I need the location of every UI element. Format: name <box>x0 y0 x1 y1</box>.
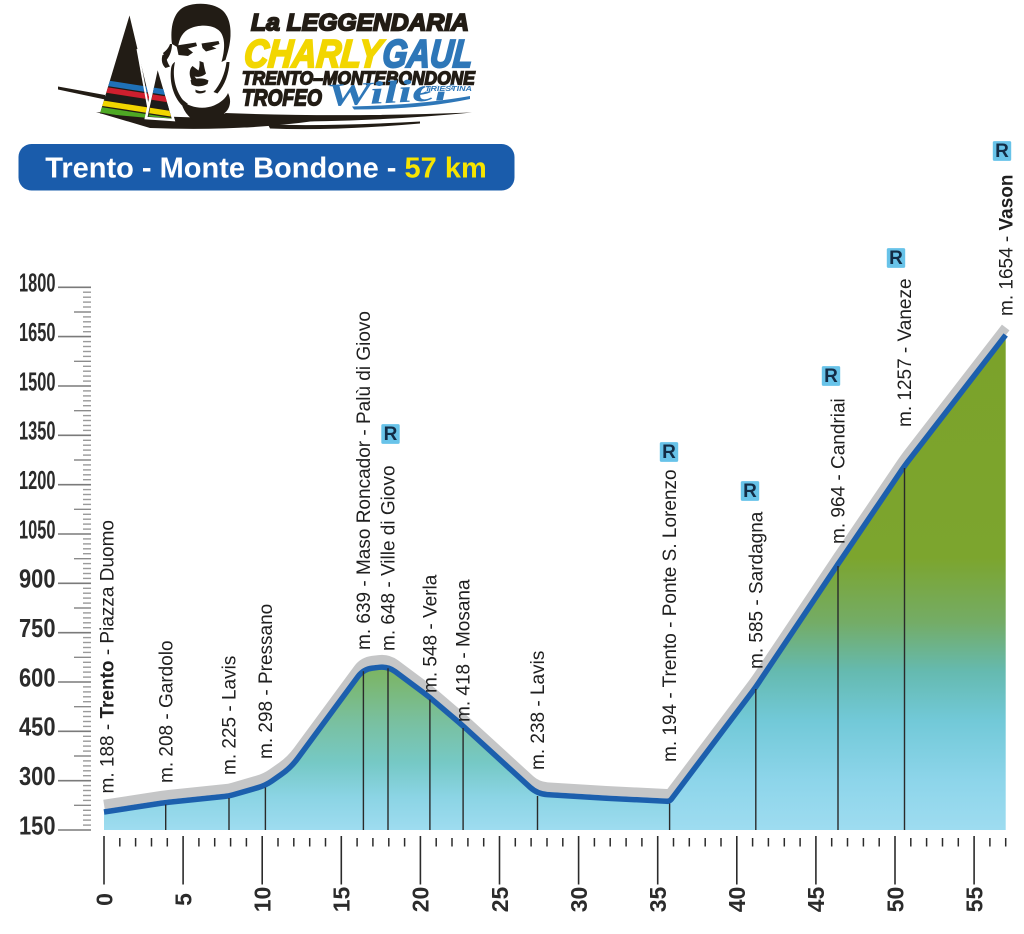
svg-text:20: 20 <box>408 887 434 913</box>
svg-text:GAUL: GAUL <box>381 33 475 76</box>
svg-text:R: R <box>889 248 903 269</box>
svg-text:TRIESTINA: TRIESTINA <box>425 84 472 93</box>
svg-text:m. 964 - Candriai: m. 964 - Candriai <box>829 398 850 544</box>
svg-text:1650: 1650 <box>19 317 56 347</box>
svg-text:m. 639 - Maso Roncador - Palù: m. 639 - Maso Roncador - Palù di Giovo <box>354 311 375 650</box>
svg-text:1800: 1800 <box>19 268 56 298</box>
svg-text:35: 35 <box>645 887 671 913</box>
svg-text:TRENTO–MONTEBONDONE: TRENTO–MONTEBONDONE <box>242 67 476 88</box>
svg-text:150: 150 <box>19 810 56 840</box>
svg-text:R: R <box>743 481 757 502</box>
svg-text:R: R <box>384 424 398 445</box>
svg-text:m. 418 - Mosana: m. 418 - Mosana <box>454 579 475 722</box>
svg-text:CHARLY: CHARLY <box>242 33 385 76</box>
svg-text:m. 1257 - Vaneze: m. 1257 - Vaneze <box>895 278 916 427</box>
svg-text:300: 300 <box>19 761 56 791</box>
svg-text:30: 30 <box>566 887 592 913</box>
svg-text:R: R <box>662 442 676 463</box>
svg-text:m. 585 - Sardagna: m. 585 - Sardagna <box>746 511 767 669</box>
svg-text:m. 238 - Lavis: m. 238 - Lavis <box>528 651 549 770</box>
svg-text:0: 0 <box>91 893 117 906</box>
svg-text:R: R <box>995 141 1009 162</box>
svg-text:900: 900 <box>19 564 56 594</box>
svg-text:25: 25 <box>487 887 513 913</box>
svg-text:5: 5 <box>170 893 196 906</box>
svg-text:m. 188 - Trento - Piazza Duomo: m. 188 - Trento - Piazza Duomo <box>98 520 119 794</box>
svg-text:600: 600 <box>19 662 56 692</box>
svg-text:10: 10 <box>250 887 276 913</box>
svg-text:m. 298 - Pressano: m. 298 - Pressano <box>256 604 277 759</box>
svg-text:Trento - Monte Bondone - 57 km: Trento - Monte Bondone - 57 km <box>45 153 486 185</box>
svg-text:m. 225 - Lavis: m. 225 - Lavis <box>220 656 241 775</box>
svg-text:450: 450 <box>19 712 56 742</box>
svg-text:40: 40 <box>724 887 750 913</box>
svg-text:TROFEO: TROFEO <box>242 84 322 110</box>
svg-text:55: 55 <box>961 887 987 913</box>
svg-text:La LEGGENDARIA: La LEGGENDARIA <box>251 9 469 36</box>
svg-text:m. 208 - Gardolo: m. 208 - Gardolo <box>156 640 177 783</box>
svg-text:45: 45 <box>803 887 829 913</box>
svg-text:1500: 1500 <box>19 366 56 396</box>
svg-text:m. 648 - Ville di Giovo: m. 648 - Ville di Giovo <box>379 465 400 651</box>
svg-text:1050: 1050 <box>19 514 56 544</box>
svg-text:1200: 1200 <box>19 465 56 495</box>
svg-text:R: R <box>824 366 838 387</box>
svg-text:1350: 1350 <box>19 416 56 446</box>
svg-text:50: 50 <box>882 887 908 913</box>
svg-text:m. 194 - Trento - Ponte S. Lor: m. 194 - Trento - Ponte S. Lorenzo <box>660 469 681 762</box>
svg-text:750: 750 <box>19 613 56 643</box>
svg-text:m. 548 - Verla: m. 548 - Verla <box>421 574 442 693</box>
svg-text:15: 15 <box>329 887 355 913</box>
svg-text:m. 1654 - Vason: m. 1654 - Vason <box>996 174 1017 316</box>
